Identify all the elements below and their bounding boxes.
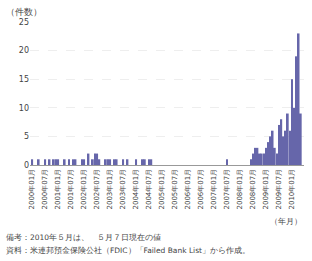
svg-text:2007年07月: 2007年07月	[223, 169, 231, 210]
svg-text:2006年01月: 2006年01月	[184, 169, 192, 210]
svg-text:2009年07月: 2009年07月	[275, 169, 283, 210]
svg-text:2000年07月: 2000年07月	[41, 169, 49, 210]
svg-text:2001年07月: 2001年07月	[67, 169, 75, 210]
svg-text:2001年01月: 2001年01月	[54, 169, 62, 210]
svg-text:2007年01月: 2007年01月	[210, 169, 218, 210]
svg-text:備考：2010年５月は、 ５月７日現在の値: 備考：2010年５月は、 ５月７日現在の値	[6, 233, 161, 242]
svg-text:資料：米連邦預金保険公社（FDIC）「Failed Bank: 資料：米連邦預金保険公社（FDIC）「Failed Bank List」から作成…	[6, 246, 250, 255]
svg-text:10: 10	[19, 104, 29, 113]
svg-text:2004年07月: 2004年07月	[145, 169, 153, 210]
svg-text:2008年01月: 2008年01月	[236, 169, 244, 210]
svg-text:2000年01月: 2000年01月	[28, 169, 36, 210]
svg-text:2005年07月: 2005年07月	[171, 169, 179, 210]
svg-text:2002年07月: 2002年07月	[93, 169, 101, 210]
svg-text:15: 15	[19, 75, 29, 84]
svg-text:2003年01月: 2003年01月	[106, 169, 114, 210]
svg-text:2006年07月: 2006年07月	[197, 169, 205, 210]
svg-text:0: 0	[24, 161, 29, 170]
svg-text:2002年01月: 2002年01月	[80, 169, 88, 210]
svg-text:2003年07月: 2003年07月	[119, 169, 127, 210]
svg-text:2004年01月: 2004年01月	[132, 169, 140, 210]
svg-text:（件数）: （件数）	[6, 7, 42, 17]
svg-text:2009年01月: 2009年01月	[262, 169, 270, 210]
svg-text:25: 25	[19, 18, 29, 27]
svg-text:（年月）: （年月）	[270, 217, 302, 226]
svg-text:5: 5	[24, 132, 29, 141]
svg-text:20: 20	[19, 46, 29, 55]
svg-text:2008年07月: 2008年07月	[249, 169, 257, 210]
svg-text:2005年01月: 2005年01月	[158, 169, 166, 210]
svg-text:2010年01月: 2010年01月	[288, 169, 296, 210]
